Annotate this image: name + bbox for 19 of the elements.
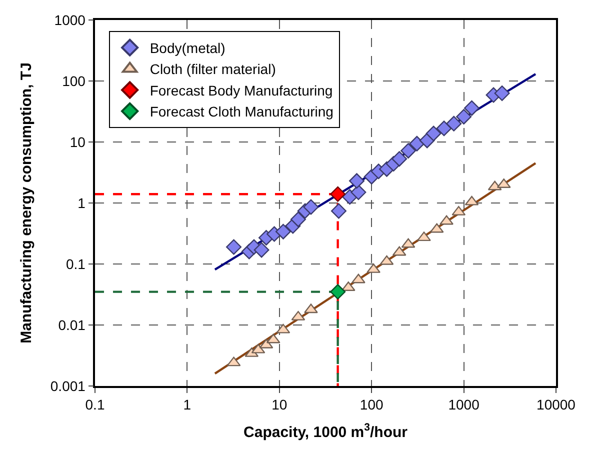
x-tick-label: 10: [272, 396, 288, 413]
legend-label: Forecast Body Manufacturing: [150, 82, 333, 98]
y-tick-label: 1000: [54, 12, 86, 28]
y-tick-label: 10: [70, 134, 86, 150]
x-tick-label: 1: [183, 396, 192, 413]
legend-label: Body(metal): [150, 40, 226, 56]
x-tick-label: 1000: [448, 396, 480, 413]
y-tick-label: 100: [62, 72, 86, 89]
y-tick-label: 1: [78, 194, 86, 211]
x-tick-label: 100: [360, 396, 384, 413]
y-axis-title: Manufacturing energy consumption, TJ: [18, 62, 36, 344]
y-tick-label: 0.1: [66, 256, 86, 272]
x-tick-label: 10000: [536, 396, 576, 413]
legend-label: Cloth (filter material): [150, 61, 276, 78]
y-tick-label: 0.01: [58, 316, 86, 333]
x-tick-label: 0.1: [85, 396, 105, 413]
legend-label: Forecast Cloth Manufacturing: [150, 104, 334, 120]
y-tick-label: 0.001: [50, 378, 86, 394]
x-axis-title: Capacity, 1000 m$^{3}$/hour: [244, 422, 408, 442]
